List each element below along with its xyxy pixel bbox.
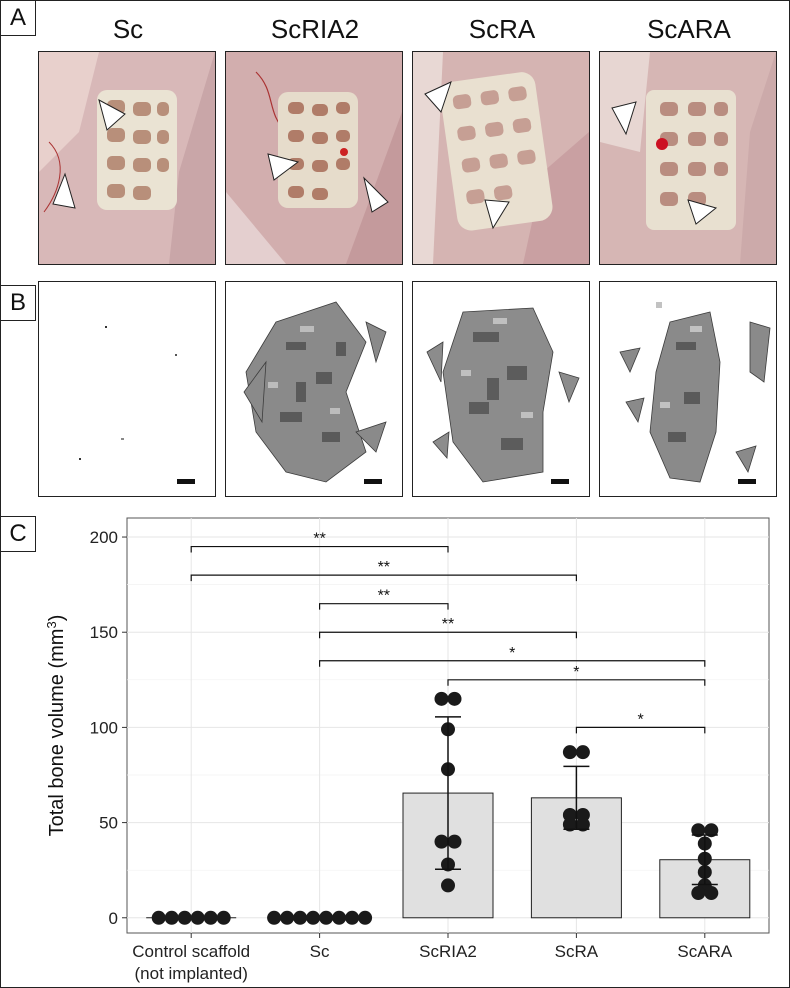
data-point bbox=[280, 910, 295, 925]
implant-photo-scria2 bbox=[225, 51, 403, 265]
microct-render-scra bbox=[412, 281, 590, 497]
data-point bbox=[293, 910, 308, 925]
data-point bbox=[306, 910, 321, 925]
x-tick-label: ScRIA2 bbox=[419, 942, 477, 961]
y-axis-label: Total bone volume (mm3) bbox=[44, 615, 69, 837]
significance-bracket bbox=[190, 545, 449, 553]
data-point bbox=[441, 878, 455, 893]
data-point bbox=[345, 910, 360, 925]
significance-bracket bbox=[190, 574, 577, 582]
scale-bar bbox=[551, 479, 569, 484]
significance-label: ** bbox=[313, 531, 325, 548]
data-point bbox=[190, 910, 205, 925]
significance-label: ** bbox=[378, 559, 390, 576]
microct-render-scria2 bbox=[225, 281, 403, 497]
data-point bbox=[691, 823, 706, 838]
data-point bbox=[358, 910, 373, 925]
data-point bbox=[434, 691, 449, 706]
group-title-scara: ScARA bbox=[647, 14, 731, 44]
group-title-sc: Sc bbox=[112, 14, 144, 44]
significance-bracket bbox=[319, 603, 449, 610]
data-point bbox=[562, 745, 577, 760]
significance-label: * bbox=[573, 664, 579, 681]
x-tick-label: Control scaffold bbox=[132, 942, 250, 961]
x-tick-label: Sc bbox=[310, 942, 330, 961]
panel-c-label: C bbox=[0, 516, 36, 552]
scale-bar bbox=[738, 479, 756, 484]
data-point bbox=[575, 817, 590, 832]
implant-photo-scara bbox=[599, 51, 777, 265]
data-point bbox=[151, 910, 166, 925]
data-point bbox=[704, 823, 719, 838]
significance-label: ** bbox=[378, 588, 390, 605]
x-tick-label: ScARA bbox=[677, 942, 732, 961]
scale-bar bbox=[177, 479, 195, 484]
significance-bracket bbox=[319, 660, 706, 667]
microct-render-sc bbox=[38, 281, 216, 497]
y-tick-label: 0 bbox=[109, 909, 118, 928]
data-point bbox=[319, 910, 334, 925]
significance-label: * bbox=[637, 711, 643, 728]
y-tick-label: 150 bbox=[90, 623, 118, 642]
y-tick-label: 200 bbox=[90, 528, 118, 547]
data-point bbox=[575, 745, 590, 760]
data-point bbox=[562, 817, 577, 832]
scale-bar bbox=[364, 479, 382, 484]
group-title-scria2: ScRIA2 bbox=[270, 14, 360, 44]
significance-bracket bbox=[575, 726, 706, 734]
y-tick-label: 50 bbox=[99, 814, 118, 833]
data-point bbox=[164, 910, 179, 925]
panel-b-label: B bbox=[0, 285, 36, 321]
data-point bbox=[267, 910, 282, 925]
implant-photo-scra bbox=[412, 51, 590, 265]
group-title-scra: ScRA bbox=[468, 14, 536, 44]
data-point bbox=[434, 834, 449, 849]
significance-bracket bbox=[447, 679, 706, 686]
y-tick-label: 100 bbox=[90, 718, 118, 737]
data-point bbox=[447, 834, 462, 849]
data-point bbox=[203, 910, 218, 925]
significance-label: ** bbox=[442, 616, 454, 633]
significance-label: * bbox=[509, 645, 515, 662]
significance-bracket bbox=[319, 631, 577, 639]
data-point bbox=[691, 886, 706, 901]
microct-render-scara bbox=[599, 281, 777, 497]
x-tick-label: ScRA bbox=[555, 942, 599, 961]
data-point bbox=[447, 691, 462, 706]
panel-a-label: A bbox=[0, 0, 36, 36]
data-point bbox=[216, 910, 231, 925]
data-point bbox=[704, 886, 719, 901]
implant-photo-sc bbox=[38, 51, 216, 265]
data-point bbox=[332, 910, 347, 925]
x-tick-sublabel: (not implanted) bbox=[135, 964, 248, 983]
data-point bbox=[177, 910, 192, 925]
